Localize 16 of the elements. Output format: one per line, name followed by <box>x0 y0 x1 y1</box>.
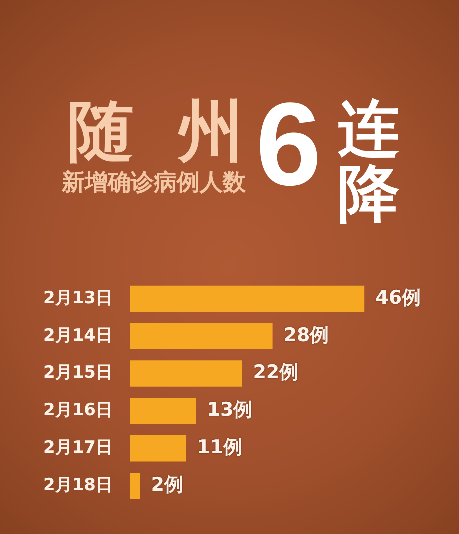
data-label: 11例 <box>197 436 243 459</box>
chart-title: 随州 <box>68 93 244 170</box>
data-label: 46例 <box>376 286 422 309</box>
text: 6 <box>256 79 322 211</box>
data-label: 28例 <box>284 324 330 346</box>
y-tick-label: 2月16日 <box>44 400 113 421</box>
chart-subtitle: 新增确诊病例人数 <box>62 170 246 196</box>
data-label: 2例 <box>151 474 184 496</box>
data-label: 13例 <box>207 399 253 422</box>
y-tick-label: 2月14日 <box>44 326 113 346</box>
y-tick-label: 2月13日 <box>44 288 113 308</box>
text: 连降 <box>338 92 400 230</box>
y-tick-label: 2月18日 <box>44 476 113 496</box>
y-tick-label: 2月15日 <box>44 363 113 384</box>
data-label: 22例 <box>253 362 299 384</box>
y-tick-label: 2月17日 <box>44 438 113 458</box>
